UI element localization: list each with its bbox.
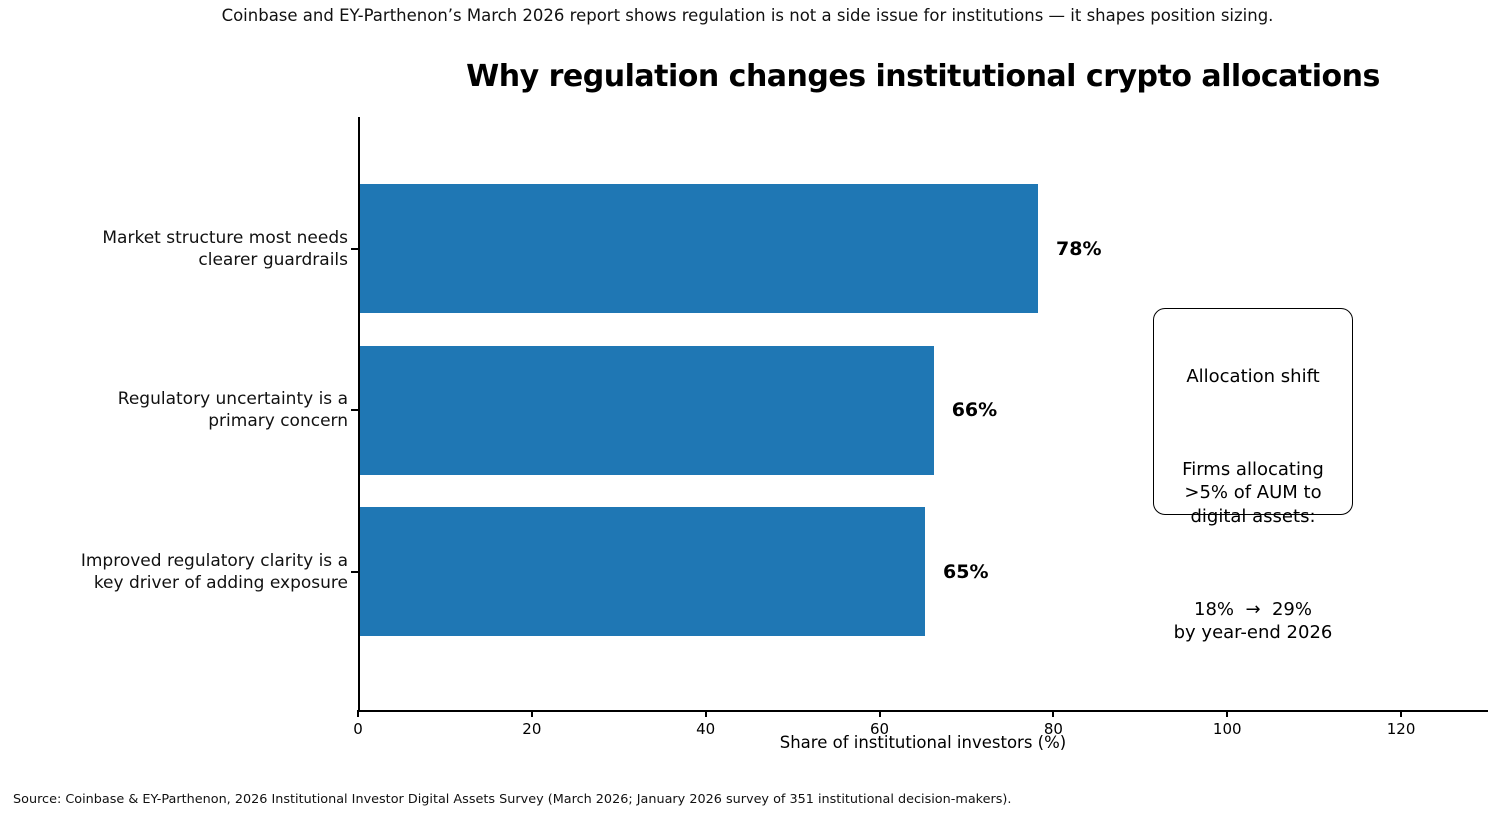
annotation-title: Allocation shift [1186, 365, 1320, 387]
annotation-box: Allocation shift Firms allocating >5% of… [1153, 308, 1353, 643]
bar-value-label: 65% [943, 560, 989, 583]
x-tick [530, 710, 533, 717]
bar-value-label: 66% [951, 399, 998, 421]
source-note: Source: Coinbase & EY-Parthenon, 2026 In… [13, 792, 1012, 807]
category-label: Improved regulatory clarity is a key dri… [80, 550, 348, 593]
plot-area: 78% 66% 65% 0 20 40 60 80 100 120 [351, 117, 1488, 738]
chart-title: Why regulation changes institutional cry… [466, 59, 1380, 94]
bar [360, 345, 934, 475]
x-tick [357, 710, 359, 717]
y-axis-line [358, 117, 360, 710]
x-tick [1052, 710, 1055, 717]
figure-caption: Coinbase and EY-Parthenon’s March 2026 r… [221, 6, 1274, 25]
x-tick [1226, 710, 1229, 717]
bar-value-label: 78% [1056, 237, 1102, 260]
x-tick-label: 0 [353, 720, 363, 738]
x-tick-label: 80 [1043, 720, 1063, 738]
x-tick-label: 100 [1212, 720, 1242, 738]
bar [360, 184, 1038, 313]
bar [360, 507, 925, 636]
x-axis-title: Share of institutional investors (%) [779, 733, 1067, 752]
x-tick [878, 710, 881, 717]
y-tick [351, 570, 358, 573]
category-label: Market structure most needs clearer guar… [102, 227, 348, 270]
x-tick [704, 710, 707, 717]
x-tick-label: 60 [869, 720, 890, 738]
x-tick-label: 120 [1386, 720, 1416, 738]
x-tick [1400, 710, 1403, 717]
x-tick-label: 20 [522, 720, 542, 738]
y-tick [351, 409, 358, 411]
x-tick-label: 40 [696, 720, 716, 738]
y-tick [351, 247, 358, 250]
category-label: Regulatory uncertainty is a primary conc… [117, 388, 348, 431]
annotation-stat: 18% → 29% by year-end 2026 [1173, 598, 1333, 644]
annotation-body: Firms allocating >5% of AUM to digital a… [1182, 458, 1324, 527]
x-axis-line [358, 710, 1488, 712]
